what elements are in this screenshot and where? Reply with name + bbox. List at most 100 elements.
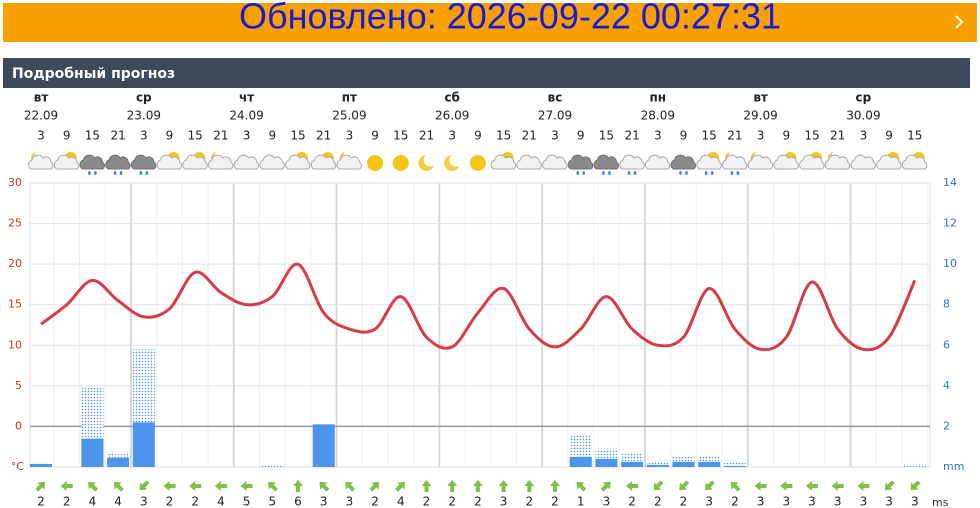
precip-bar [646, 464, 669, 467]
cloud [310, 154, 337, 170]
cloud [567, 154, 594, 170]
wind-arrow [653, 480, 664, 491]
wind-arrow [293, 480, 303, 492]
cloud [901, 154, 928, 170]
wind-speed: 3 [782, 495, 790, 508]
weather-icon [233, 154, 260, 170]
drop [94, 171, 97, 175]
hour-label: 3 [346, 129, 354, 143]
precip-bar [723, 465, 746, 467]
wind-arrow [163, 481, 176, 491]
y-tick-label: 0 [15, 419, 22, 432]
wind-speed: 1 [577, 495, 585, 508]
hour-label: 3 [860, 129, 868, 143]
weather-icon [773, 152, 799, 170]
weather-icon [392, 155, 409, 171]
wind-speed: 2 [166, 495, 174, 508]
y2-tick-label: 2 [943, 419, 950, 432]
y2-tick-label: 8 [943, 298, 950, 311]
precip-max-bar [646, 461, 669, 467]
precip-bar [621, 461, 644, 467]
cloud [79, 154, 105, 170]
wind-arrow [884, 480, 895, 491]
day-date: 22.09 [24, 109, 58, 123]
precip-bar [132, 422, 155, 467]
wind-arrow [679, 480, 690, 491]
precip-bar [569, 456, 592, 467]
drop [119, 171, 123, 175]
wind-speed: 3 [911, 495, 919, 508]
y-tick-label: 20 [8, 257, 22, 270]
wind-unit: ms [932, 496, 949, 508]
wind-speed: 4 [397, 495, 405, 508]
wind-speed: 4 [89, 495, 97, 508]
drop [685, 171, 688, 175]
y-tick-label: 30 [8, 176, 22, 189]
wind-arrow [268, 481, 278, 492]
precip-bar [698, 461, 721, 467]
drop [633, 171, 637, 175]
cloud [799, 154, 825, 170]
cloud [285, 154, 311, 170]
weather-icon [367, 155, 384, 171]
weather-icon [79, 154, 105, 175]
hour-label: 9 [885, 129, 893, 143]
weather-icon [444, 153, 464, 171]
hour-label: 9 [474, 129, 482, 143]
wind-arrow [319, 481, 330, 492]
cloud [233, 154, 260, 170]
cloud [28, 154, 54, 170]
cloud [156, 154, 183, 170]
cloud [542, 154, 568, 170]
hour-label: 21 [830, 129, 845, 143]
weather-icon [876, 152, 902, 170]
cloud [619, 154, 645, 170]
weather-icon [418, 153, 438, 171]
weather-icon [747, 150, 774, 170]
day-date: 24.09 [229, 109, 263, 123]
wind-arrow [576, 481, 587, 492]
cloud [336, 154, 362, 170]
y2-tick-label: 14 [943, 176, 957, 189]
drop [736, 171, 740, 175]
wind-arrow [214, 481, 227, 491]
cloud [696, 154, 722, 170]
hour-label: 15 [804, 129, 819, 143]
weather-icon [799, 152, 825, 170]
hour-label: 21 [522, 129, 537, 143]
cloud [259, 154, 285, 170]
cloud [644, 154, 671, 170]
wind-arrow [730, 481, 741, 492]
wind-speed: 2 [448, 495, 456, 508]
hour-label: 3 [37, 129, 45, 143]
day-date: 26.09 [435, 109, 469, 123]
wind-arrow [421, 480, 432, 492]
wind-arrow [550, 480, 560, 492]
wind-arrow [600, 481, 611, 492]
hour-label: 15 [496, 129, 511, 143]
cloud [53, 154, 80, 170]
cloud [670, 154, 697, 170]
weather-icon [824, 150, 851, 170]
banner-text: Обновлено: 2026-09-22 00:27:31 [239, 0, 781, 37]
precip-max-bar [903, 463, 926, 467]
drop [608, 171, 611, 175]
hour-label: 21 [213, 129, 228, 143]
wind-arrow [369, 481, 380, 492]
wind-arrow [910, 480, 921, 491]
day-name: вс [548, 91, 563, 105]
day-date: 29.09 [743, 109, 777, 123]
banner-chevron[interactable] [955, 15, 964, 29]
moon-cut [423, 153, 438, 167]
weather-icon [28, 150, 54, 170]
day-name: пт [342, 91, 357, 105]
hour-label: 9 [166, 129, 174, 143]
cloud [593, 154, 619, 170]
drop [576, 171, 579, 175]
hour-label: 3 [551, 129, 559, 143]
cloud [773, 154, 799, 170]
hour-label: 21 [110, 129, 125, 143]
wind-arrow [754, 481, 767, 491]
weather-icon [469, 155, 486, 171]
